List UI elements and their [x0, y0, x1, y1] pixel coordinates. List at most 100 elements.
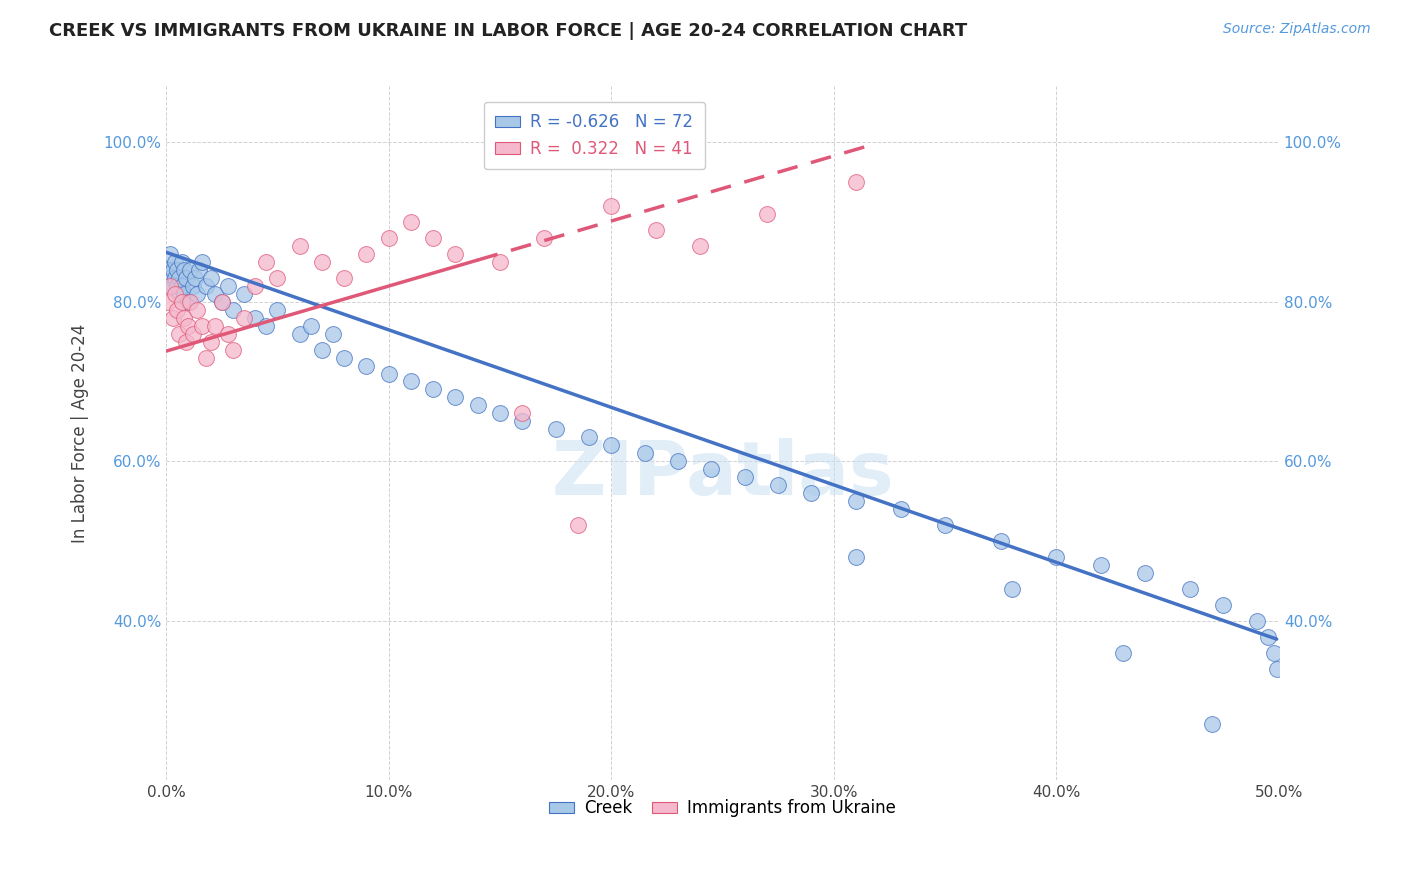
Point	[163, 270, 186, 285]
Point	[157, 262, 180, 277]
Point	[399, 215, 422, 229]
Text: ZIPatlas: ZIPatlas	[551, 439, 894, 511]
Point	[232, 286, 254, 301]
Point	[169, 270, 191, 285]
Point	[990, 534, 1012, 549]
Point	[222, 343, 245, 357]
Point	[377, 367, 399, 381]
Point	[1001, 582, 1024, 596]
Point	[170, 294, 193, 309]
Point	[311, 343, 333, 357]
Point	[204, 286, 226, 301]
Point	[444, 391, 467, 405]
Point	[163, 286, 186, 301]
Point	[222, 302, 245, 317]
Point	[1201, 717, 1223, 731]
Point	[177, 294, 200, 309]
Point	[1045, 549, 1067, 564]
Point	[159, 247, 181, 261]
Text: Source: ZipAtlas.com: Source: ZipAtlas.com	[1223, 22, 1371, 37]
Point	[311, 255, 333, 269]
Point	[254, 255, 277, 269]
Point	[170, 278, 193, 293]
Point	[169, 286, 191, 301]
Point	[166, 302, 188, 317]
Point	[186, 302, 208, 317]
Point	[169, 326, 191, 341]
Point	[232, 310, 254, 325]
Point	[399, 375, 422, 389]
Point	[1178, 582, 1201, 596]
Point	[181, 278, 204, 293]
Point	[889, 502, 911, 516]
Point	[173, 310, 195, 325]
Point	[159, 270, 181, 285]
Point	[195, 351, 218, 365]
Point	[179, 294, 201, 309]
Point	[333, 270, 356, 285]
Point	[845, 549, 868, 564]
Point	[633, 446, 655, 460]
Point	[162, 262, 184, 277]
Point	[644, 223, 666, 237]
Y-axis label: In Labor Force | Age 20-24: In Labor Force | Age 20-24	[72, 324, 89, 543]
Point	[845, 175, 868, 189]
Point	[700, 462, 723, 476]
Point	[934, 518, 956, 533]
Point	[170, 255, 193, 269]
Point	[533, 231, 555, 245]
Point	[243, 278, 266, 293]
Point	[422, 383, 444, 397]
Point	[186, 286, 208, 301]
Point	[489, 255, 512, 269]
Point	[567, 518, 589, 533]
Point	[174, 334, 197, 349]
Point	[190, 255, 212, 269]
Point	[356, 359, 378, 373]
Point	[666, 454, 689, 468]
Point	[510, 406, 533, 420]
Point	[1212, 598, 1234, 612]
Point	[600, 199, 623, 213]
Point	[173, 286, 195, 301]
Point	[181, 326, 204, 341]
Point	[179, 262, 201, 277]
Point	[489, 406, 512, 420]
Point	[288, 239, 311, 253]
Point	[845, 494, 868, 508]
Point	[467, 398, 489, 412]
Point	[544, 422, 567, 436]
Point	[800, 486, 823, 500]
Point	[162, 278, 184, 293]
Legend: Creek, Immigrants from Ukraine: Creek, Immigrants from Ukraine	[543, 793, 903, 824]
Point	[322, 326, 344, 341]
Point	[159, 278, 181, 293]
Point	[211, 294, 233, 309]
Point	[299, 318, 322, 333]
Point	[377, 231, 399, 245]
Point	[211, 294, 233, 309]
Point	[1090, 558, 1112, 572]
Point	[157, 294, 180, 309]
Point	[266, 302, 288, 317]
Point	[162, 310, 184, 325]
Point	[188, 262, 211, 277]
Point	[444, 247, 467, 261]
Point	[422, 231, 444, 245]
Point	[166, 278, 188, 293]
Point	[184, 270, 207, 285]
Point	[1263, 646, 1285, 660]
Point	[1257, 630, 1279, 644]
Point	[1246, 614, 1268, 628]
Point	[166, 262, 188, 277]
Point	[254, 318, 277, 333]
Point	[177, 318, 200, 333]
Point	[266, 270, 288, 285]
Point	[163, 255, 186, 269]
Text: CREEK VS IMMIGRANTS FROM UKRAINE IN LABOR FORCE | AGE 20-24 CORRELATION CHART: CREEK VS IMMIGRANTS FROM UKRAINE IN LABO…	[49, 22, 967, 40]
Point	[734, 470, 756, 484]
Point	[200, 270, 222, 285]
Point	[1265, 662, 1288, 676]
Point	[204, 318, 226, 333]
Point	[333, 351, 356, 365]
